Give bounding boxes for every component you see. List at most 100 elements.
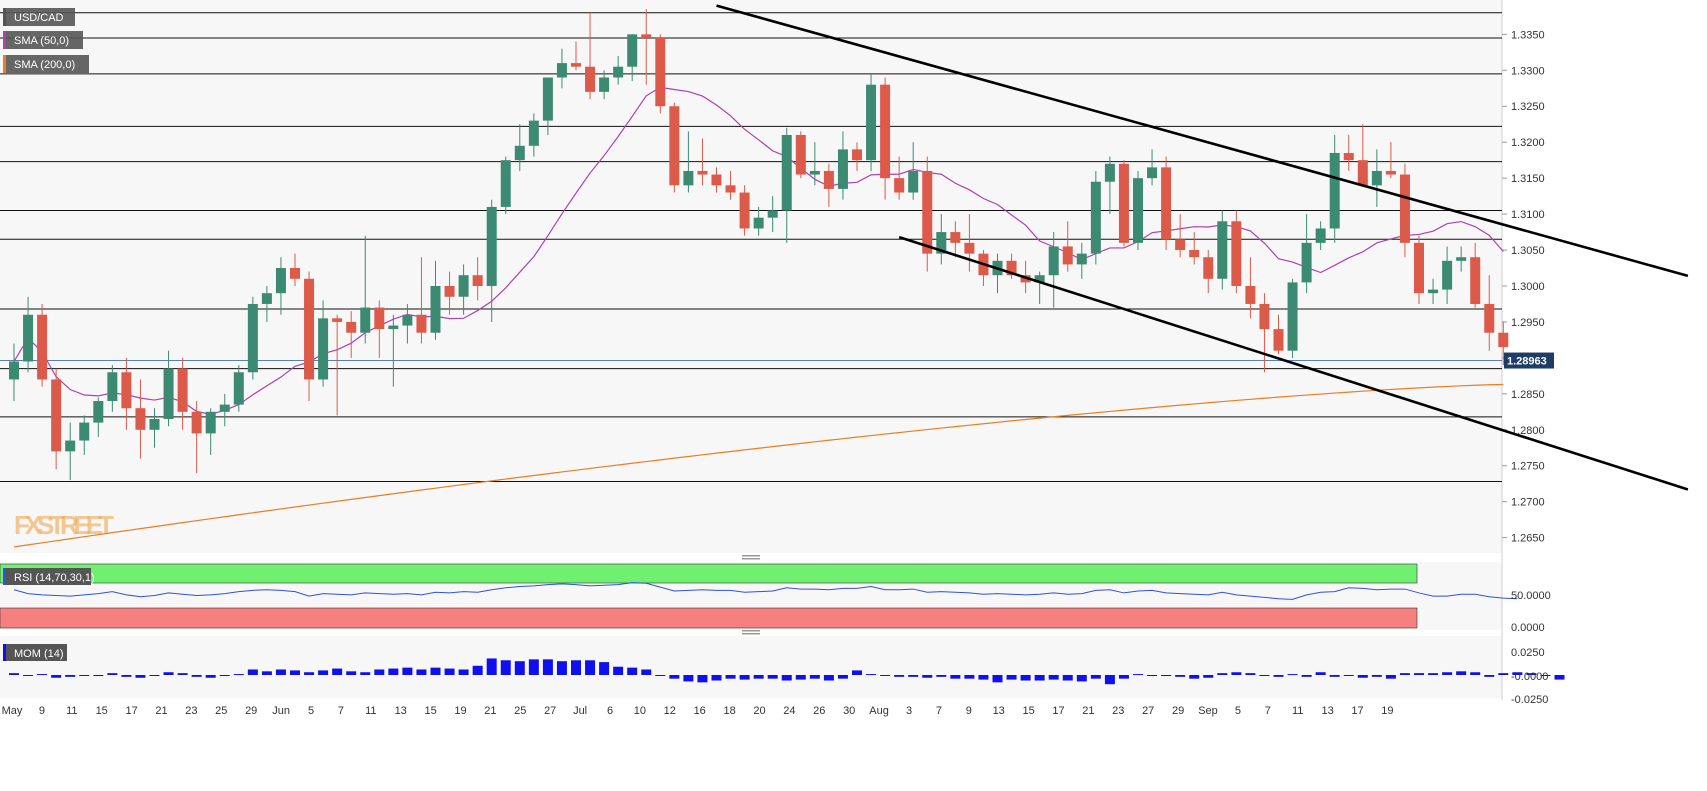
mom-bar <box>1554 675 1565 680</box>
x-tick-label: 23 <box>185 705 197 717</box>
candle-bullish <box>1076 253 1087 265</box>
candle-bullish <box>486 206 497 286</box>
price-tick-label: 1.3250 <box>1511 101 1545 113</box>
mom-bar <box>556 661 567 675</box>
candle-bullish <box>514 145 525 161</box>
mom-tick-label: -0.0250 <box>1511 694 1548 706</box>
mom-bar <box>585 660 596 675</box>
price-tick-label: 1.2700 <box>1511 497 1545 509</box>
mom-bar <box>627 667 638 675</box>
candle-bearish <box>852 149 862 161</box>
mom-bar <box>781 675 792 681</box>
sma-200-label-bg <box>3 55 89 73</box>
candle-bullish <box>1301 242 1312 283</box>
mom-bar <box>1315 672 1326 675</box>
pane-resize-handle[interactable] <box>742 555 760 557</box>
mom-bar <box>1301 675 1312 677</box>
candle-bearish <box>1385 170 1396 175</box>
candle-bullish <box>1034 275 1045 283</box>
fxstreet-watermark: FXSTREET <box>14 510 114 540</box>
last-price-badge <box>1504 352 1554 369</box>
x-tick-label: 27 <box>544 705 556 717</box>
candle-bearish <box>37 314 48 380</box>
candle-bullish <box>599 77 610 92</box>
mom-bar <box>332 668 343 675</box>
mom-bar <box>219 675 230 676</box>
candle-bullish <box>23 314 34 362</box>
candle-bearish <box>1414 242 1424 294</box>
mom-bar <box>163 672 174 675</box>
candle-bullish <box>1315 228 1326 243</box>
mom-bar <box>360 672 371 675</box>
pane-resize-handle[interactable] <box>742 633 760 635</box>
symbol-label-swatch <box>3 8 6 26</box>
candle-bullish <box>1133 178 1143 243</box>
price-tick-label: 1.3050 <box>1511 245 1545 257</box>
x-tick-label: 29 <box>1172 705 1184 717</box>
candle-bearish <box>472 275 483 286</box>
x-tick-label: 9 <box>39 705 45 717</box>
mom-bar <box>9 673 19 675</box>
mom-bar <box>1090 675 1101 679</box>
mom-bar <box>1371 675 1382 677</box>
candle-bearish <box>135 408 146 430</box>
mom-bars <box>9 658 1565 685</box>
candle-bullish <box>1371 170 1382 186</box>
candle-bearish <box>1118 163 1129 243</box>
mom-bar <box>93 675 104 676</box>
mom-bar <box>571 660 581 675</box>
candle-bullish <box>458 275 469 297</box>
candle-bearish <box>1399 174 1410 243</box>
candle-bearish <box>725 185 736 193</box>
price-tick-label: 1.3200 <box>1511 137 1545 149</box>
mom-bar <box>613 666 624 675</box>
mom-bar <box>880 675 891 676</box>
x-tick-label: 19 <box>1381 705 1393 717</box>
candle-bearish <box>1245 285 1256 304</box>
mom-bar <box>964 675 975 679</box>
candle-bearish <box>585 66 596 92</box>
mom-bar <box>936 675 947 677</box>
mom-pane <box>0 636 1502 698</box>
candle-bearish <box>177 368 188 412</box>
candle-bullish <box>388 325 399 330</box>
x-tick-label: 23 <box>1112 705 1124 717</box>
pane-resize-handle[interactable] <box>742 630 760 632</box>
candle-bearish <box>416 314 427 333</box>
sma-200-label: SMA (200,0) <box>14 59 75 71</box>
price-tick-label: 1.2750 <box>1511 461 1545 473</box>
candle-bearish <box>1189 250 1200 258</box>
mom-bar <box>1133 674 1143 676</box>
mom-bar <box>697 675 708 683</box>
mom-bar <box>472 665 483 675</box>
mom-bar <box>1245 673 1256 675</box>
mom-bar <box>1484 675 1495 677</box>
mom-bar <box>1540 675 1551 676</box>
mom-bar <box>725 675 736 679</box>
candle-bullish <box>500 160 511 207</box>
mom-bar <box>304 672 315 675</box>
candle-bullish <box>318 318 329 380</box>
pane-resize-handle[interactable] <box>742 558 760 560</box>
mom-bar <box>65 675 76 677</box>
candle-bearish <box>1006 260 1017 276</box>
candle-bearish <box>121 372 132 409</box>
candle-bullish <box>93 401 104 423</box>
candle-bearish <box>571 63 581 67</box>
mom-bar <box>388 668 399 675</box>
sma-200-line <box>13 383 1504 548</box>
sma-50-label-bg <box>3 31 83 49</box>
candle-bullish <box>542 77 553 121</box>
mom-bar <box>753 675 764 679</box>
mom-bar <box>233 674 244 676</box>
candle-bullish <box>528 120 539 146</box>
mom-bar <box>1470 672 1481 675</box>
x-tick-label: 20 <box>753 705 765 717</box>
mom-bar <box>1118 675 1129 679</box>
candle-bullish <box>908 170 919 193</box>
mom-bar <box>866 674 877 676</box>
x-tick-label: 21 <box>155 705 167 717</box>
candle-bullish <box>613 66 624 78</box>
x-tick-label: 12 <box>664 705 676 717</box>
